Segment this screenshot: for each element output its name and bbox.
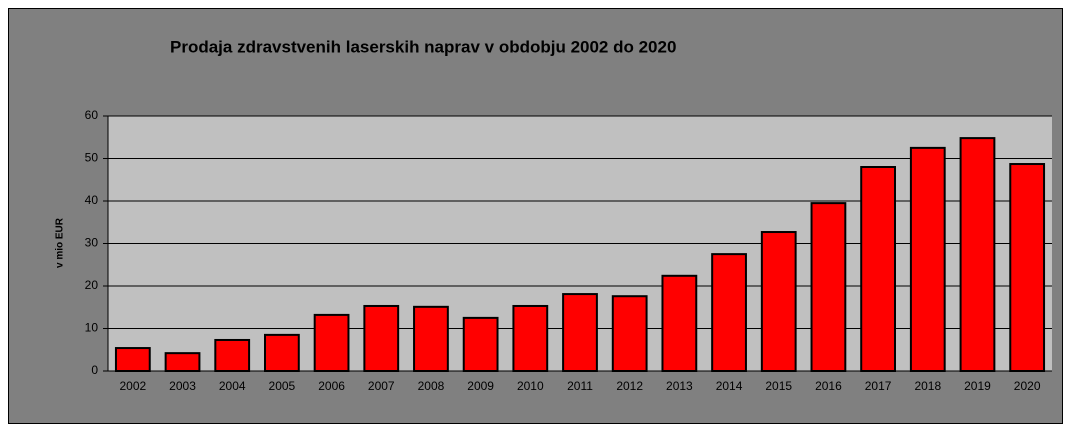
bar xyxy=(114,347,151,372)
bar xyxy=(810,202,847,372)
x-tick-label: 2018 xyxy=(914,379,941,393)
x-tick-label: 2010 xyxy=(517,379,544,393)
bar xyxy=(313,313,350,372)
bar xyxy=(1009,163,1046,372)
x-tick-label: 2005 xyxy=(269,379,296,393)
x-tick-label: 2007 xyxy=(368,379,395,393)
x-tick-label: 2006 xyxy=(318,379,345,393)
x-tick-label: 2004 xyxy=(219,379,246,393)
bar xyxy=(760,231,797,372)
bar xyxy=(661,274,698,372)
y-tick-label: 30 xyxy=(85,236,99,250)
bar xyxy=(959,137,996,372)
x-tick-label: 2020 xyxy=(1014,379,1041,393)
x-tick-label: 2016 xyxy=(815,379,842,393)
bar xyxy=(562,293,598,373)
bar xyxy=(413,305,449,373)
y-tick-label: 40 xyxy=(85,193,99,207)
x-tick-label: 2014 xyxy=(716,379,743,393)
y-axis-label: v mio EUR xyxy=(55,217,66,268)
bar xyxy=(611,295,648,373)
bar xyxy=(164,352,201,372)
x-tick-label: 2011 xyxy=(567,379,593,393)
x-tick-label: 2015 xyxy=(765,379,792,393)
bar xyxy=(909,146,946,372)
bar xyxy=(711,253,747,372)
y-tick-label: 20 xyxy=(85,278,99,292)
y-tick-label: 60 xyxy=(85,108,99,122)
bar xyxy=(860,166,896,372)
x-tick-label: 2009 xyxy=(467,379,494,393)
x-tick-label: 2002 xyxy=(119,379,146,393)
x-tick-label: 2019 xyxy=(964,379,991,393)
x-tick-label: 2008 xyxy=(418,379,445,393)
bar xyxy=(214,338,251,373)
x-tick-label: 2012 xyxy=(616,379,643,393)
x-tick-label: 2013 xyxy=(666,379,693,393)
bar xyxy=(363,304,400,373)
y-tick-label: 0 xyxy=(91,363,98,377)
bar xyxy=(264,333,300,372)
x-tick-label: 2003 xyxy=(169,379,196,393)
x-tick-label: 2017 xyxy=(865,379,892,393)
bar xyxy=(512,304,549,373)
y-tick-label: 50 xyxy=(85,151,99,165)
y-tick-label: 10 xyxy=(85,321,99,335)
bar xyxy=(462,316,499,372)
chart-title: Prodaja zdravstvenih laserskih naprav v … xyxy=(170,37,676,56)
